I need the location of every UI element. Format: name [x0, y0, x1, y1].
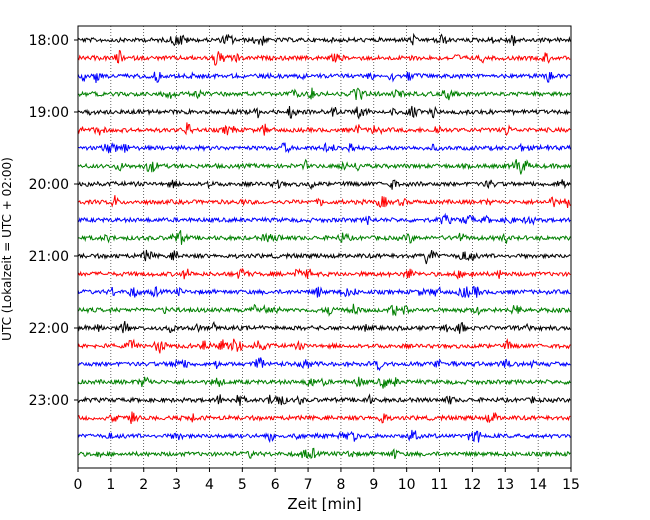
x-tick-label: 8	[336, 477, 345, 493]
x-axis-ticks: 0 1 2 3 4 5 6 7 8 9 10 11 12 13 14 15	[74, 468, 580, 493]
x-tick-label: 10	[398, 477, 416, 493]
x-tick-label: 3	[172, 477, 181, 493]
x-tick-label: 5	[238, 477, 247, 493]
x-tick-label: 0	[74, 477, 83, 493]
x-tick-label: 14	[529, 477, 547, 493]
y-tick-label: 21:00	[29, 249, 69, 265]
x-tick-label: 2	[139, 477, 148, 493]
x-tick-label: 9	[369, 477, 378, 493]
seismic-trace	[77, 376, 571, 389]
seismic-trace	[77, 141, 571, 154]
seismic-trace	[77, 357, 571, 372]
y-axis-ticks: 18:00 19:00 20:00 21:00 22:00 23:00	[29, 33, 78, 409]
seismic-trace	[77, 87, 571, 101]
x-tick-label: 7	[304, 477, 313, 493]
seismic-trace	[77, 105, 571, 120]
seismic-trace	[77, 429, 571, 444]
seismic-trace	[77, 338, 571, 354]
seismic-trace	[77, 212, 571, 226]
seismic-trace	[77, 267, 571, 280]
seismic-trace	[77, 320, 571, 334]
x-tick-label: 4	[205, 477, 214, 493]
x-tick-label: 15	[562, 477, 580, 493]
seismic-trace	[77, 122, 571, 136]
x-tick-label: 6	[271, 477, 280, 493]
seismic-trace	[77, 158, 571, 175]
y-tick-label: 18:00	[29, 33, 69, 49]
seismic-trace	[77, 447, 571, 460]
seismic-trace	[77, 230, 571, 245]
seismic-trace	[77, 303, 571, 317]
seismic-trace	[77, 249, 571, 265]
x-tick-label: 1	[106, 477, 115, 493]
y-tick-label: 22:00	[29, 321, 69, 337]
seismic-traces	[77, 32, 571, 460]
x-tick-label: 11	[431, 477, 449, 493]
y-tick-label: 20:00	[29, 177, 69, 193]
x-tick-label: 12	[463, 477, 481, 493]
seismic-trace	[77, 179, 571, 191]
y-tick-label: 23:00	[29, 393, 69, 409]
seismic-trace	[77, 71, 571, 83]
y-axis-title: UTC (Lokalzeit = UTC + 02:00)	[0, 157, 14, 341]
x-axis-title: Zeit [min]	[287, 495, 361, 513]
plot-frame	[77, 25, 572, 469]
seismic-trace	[77, 195, 571, 209]
x-tick-label: 13	[496, 477, 514, 493]
seismic-trace	[77, 411, 571, 425]
seismic-trace	[77, 393, 571, 406]
y-tick-label: 19:00	[29, 105, 69, 121]
seismic-trace	[77, 49, 571, 66]
seismic-trace	[77, 32, 571, 47]
seismic-trace	[77, 285, 571, 298]
